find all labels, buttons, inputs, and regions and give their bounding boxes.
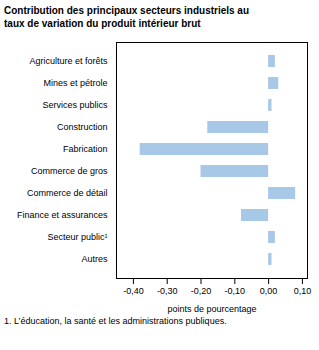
svg-text:Services publics: Services publics	[42, 100, 108, 110]
svg-text:0,00: 0,00	[260, 286, 278, 296]
svg-text:Mines et pétrole: Mines et pétrole	[43, 78, 107, 88]
svg-text:Fabrication: Fabrication	[63, 144, 108, 154]
svg-text:-0,40: -0,40	[123, 286, 144, 296]
svg-text:Finance et assurances: Finance et assurances	[17, 210, 108, 220]
svg-text:-0,10: -0,10	[225, 286, 246, 296]
svg-text:Commerce de gros: Commerce de gros	[31, 166, 108, 176]
svg-text:Agriculture et forêts: Agriculture et forêts	[29, 56, 108, 66]
svg-text:Commerce de détail: Commerce de détail	[27, 188, 108, 198]
svg-text:Autres: Autres	[81, 254, 108, 264]
svg-text:points de pourcentage: points de pourcentage	[167, 304, 256, 314]
svg-text:-0,30: -0,30	[157, 286, 178, 296]
html-text:Contribution des principaux se: Contribution des principaux secteurs ind…	[4, 5, 249, 29]
svg-text:Secteur public¹: Secteur public¹	[47, 232, 107, 242]
svg-text:-0,20: -0,20	[191, 286, 212, 296]
html-text:1. L’éducation, la santé et le: 1. L’éducation, la santé et les administ…	[4, 316, 227, 326]
svg-text:0,10: 0,10	[294, 286, 312, 296]
svg-text:Construction: Construction	[57, 122, 108, 132]
